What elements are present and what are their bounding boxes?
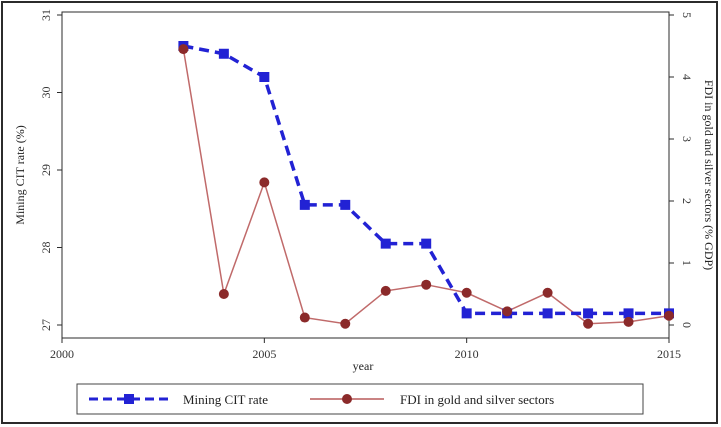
y-left-tick-label-3: 30 [39,87,53,99]
y-axis-left-label: Mining CIT rate (%) [13,125,27,224]
data-marks [178,41,674,329]
cit-point-2007 [340,199,351,210]
fdi-point-2012 [542,287,553,298]
fdi-point-2005 [259,177,270,188]
legend-fdi-label: FDI in gold and silver sectors [400,392,554,407]
fdi-point-2008 [380,285,391,296]
y-left-tick-label-2: 29 [39,164,53,176]
axes: 2000 2005 2010 2015 27 28 29 30 31 0 1 2 3 4 5 [39,9,694,361]
legend-cit-marker [124,394,134,404]
fdi-point-2015 [664,310,674,321]
y-right-tick-label-0: 0 [680,322,694,328]
x-axis-label: year [353,359,374,373]
cit-point-2013 [583,308,594,319]
cit-point-2014 [623,308,634,319]
cit-point-2006 [299,199,310,210]
y-left-tick-label-4: 31 [39,9,53,21]
cit-point-2004 [218,48,229,59]
fdi-point-2013 [583,318,594,329]
cit-point-2012 [542,308,553,319]
y-right-tick-label-2: 2 [680,198,694,204]
fdi-point-2006 [299,312,310,323]
plot-area [61,11,670,339]
y-axis-right-label: FDI in gold and silver sectors (% GDP) [702,80,716,270]
legend: Mining CIT rate FDI in gold and silver s… [76,383,644,415]
y-right-tick-label-5: 5 [680,12,694,18]
y-left-tick-label-1: 28 [39,242,53,254]
x-tick-label-1: 2005 [252,347,276,361]
cit-point-2008 [380,238,391,249]
y-right-tick-label-3: 3 [680,136,694,142]
y-right-tick-label-1: 1 [680,260,694,266]
cit-series-line [183,44,669,316]
fdi-point-2009 [421,279,432,290]
cit-point-2009 [421,238,432,249]
cit-point-2005 [259,72,270,82]
x-tick-label-2: 2010 [455,347,479,361]
cit-point-2010 [461,308,472,319]
x-tick-label-0: 2000 [50,347,74,361]
legend-fdi-marker [342,394,352,404]
fdi-point-2003 [178,44,189,55]
fdi-point-2004 [218,289,229,299]
fdi-point-2007 [340,318,351,329]
fdi-point-2011 [502,306,513,317]
legend-cit-label: Mining CIT rate [183,392,268,407]
fdi-point-2010 [461,287,472,298]
y-right-tick-label-4: 4 [680,74,694,80]
x-tick-label-3: 2015 [657,347,681,361]
fdi-point-2014 [623,316,634,327]
y-left-tick-label-0: 27 [39,319,53,331]
